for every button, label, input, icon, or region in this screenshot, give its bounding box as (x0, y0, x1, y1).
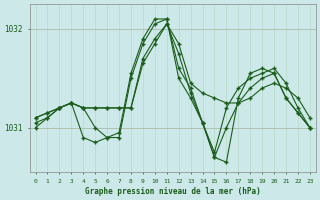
X-axis label: Graphe pression niveau de la mer (hPa): Graphe pression niveau de la mer (hPa) (85, 187, 260, 196)
